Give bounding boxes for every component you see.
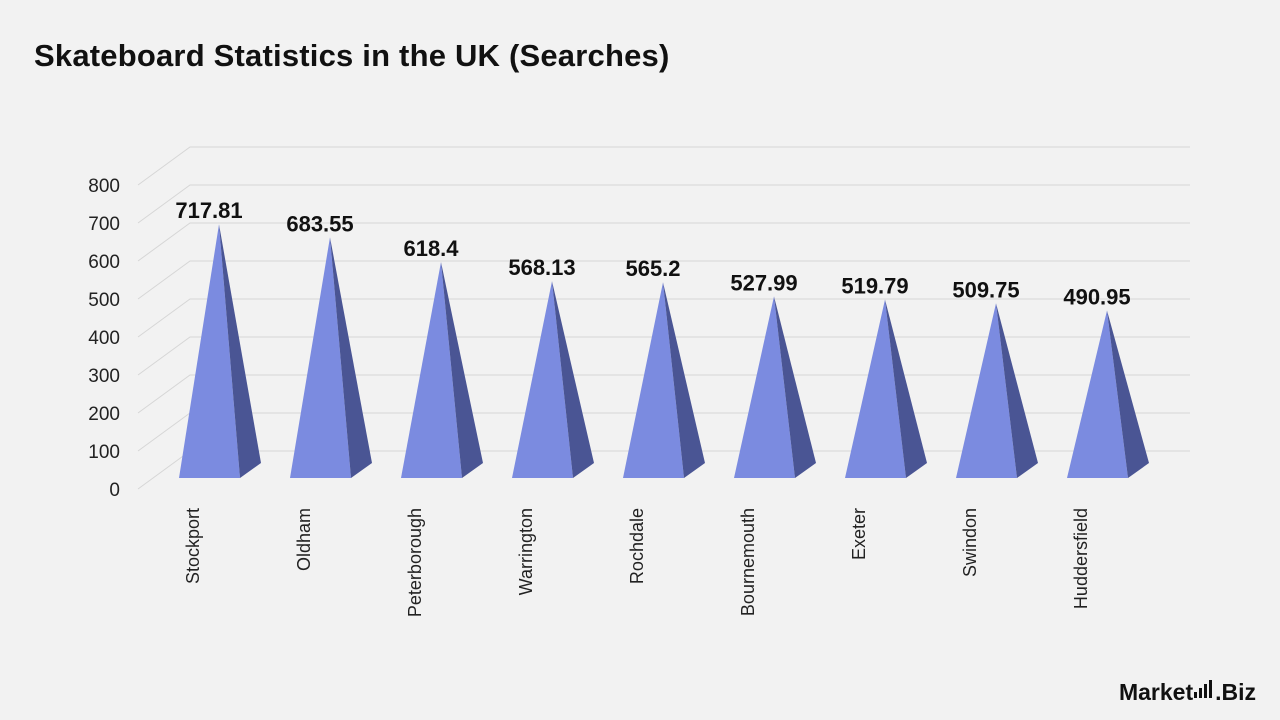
bar-side-face — [219, 224, 261, 478]
gridline — [137, 298, 1190, 338]
bar-front-face — [179, 224, 240, 478]
chart-title: Skateboard Statistics in the UK (Searche… — [34, 38, 670, 73]
bar-front-face — [623, 282, 684, 478]
data-label: 519.79 — [841, 273, 908, 298]
y-tick-label: 700 — [88, 214, 120, 235]
bar-front-face — [512, 281, 573, 478]
data-label: 618.4 — [403, 236, 459, 261]
brand-logo: Market .Biz — [1119, 679, 1256, 706]
data-label: 717.81 — [175, 198, 242, 223]
y-axis-ticks: 0 100 200 300 400 500 600 700 800 — [88, 176, 120, 501]
data-label: 490.95 — [1063, 284, 1130, 309]
bar-side-face — [996, 303, 1038, 478]
bar-front-face — [845, 299, 906, 478]
gridline — [137, 374, 1190, 414]
bar-front-face — [1067, 310, 1128, 478]
bar-side-face — [885, 299, 927, 478]
gridline — [137, 336, 1190, 376]
bar-side-face — [552, 281, 594, 478]
x-category-label: Stockport — [183, 508, 203, 584]
x-category-label: Warrington — [516, 508, 536, 595]
x-category-label: Huddersfield — [1071, 508, 1091, 609]
gridline — [137, 146, 1190, 186]
x-axis-categories: Stockport Oldham Peterborough Warrington Roc… — [183, 508, 1091, 617]
bar-front-face — [734, 296, 795, 478]
gridline — [137, 222, 1190, 262]
x-category-label: Exeter — [849, 508, 869, 560]
y-tick-label: 600 — [88, 252, 120, 273]
x-category-label: Oldham — [294, 508, 314, 571]
x-category-label: Bournemouth — [738, 508, 758, 616]
y-tick-label: 200 — [88, 404, 120, 425]
brand-suffix: .Biz — [1215, 679, 1256, 705]
bars — [179, 224, 1149, 478]
x-category-label: Rochdale — [627, 508, 647, 584]
data-label: 683.55 — [286, 211, 353, 236]
y-tick-label: 100 — [88, 442, 120, 463]
bar-side-face — [330, 237, 372, 478]
gridline — [137, 184, 1190, 224]
bar-side-face — [663, 282, 705, 478]
bar-side-face — [1107, 310, 1149, 478]
data-label: 527.99 — [730, 270, 797, 295]
bar-front-face — [290, 237, 351, 478]
gridline — [137, 260, 1190, 300]
y-tick-label: 800 — [88, 176, 120, 197]
y-tick-label: 300 — [88, 366, 120, 387]
data-label: 568.13 — [508, 255, 575, 280]
y-tick-label: 500 — [88, 290, 120, 311]
bar-front-face — [956, 303, 1017, 478]
bar-side-face — [441, 262, 483, 478]
data-labels: 717.81 683.55 618.4 568.13 565.2 527.99 519.79… — [175, 198, 1130, 309]
bar-front-face — [401, 262, 462, 478]
y-tick-label: 400 — [88, 328, 120, 349]
brand-bars-icon — [1194, 680, 1214, 698]
y-tick-label: 0 — [109, 480, 120, 501]
bar-side-face — [774, 296, 816, 478]
x-category-label: Swindon — [960, 508, 980, 577]
data-label: 509.75 — [952, 277, 1019, 302]
brand-name: Market — [1118, 679, 1194, 705]
data-label: 565.2 — [625, 256, 680, 281]
x-category-label: Peterborough — [405, 508, 425, 617]
